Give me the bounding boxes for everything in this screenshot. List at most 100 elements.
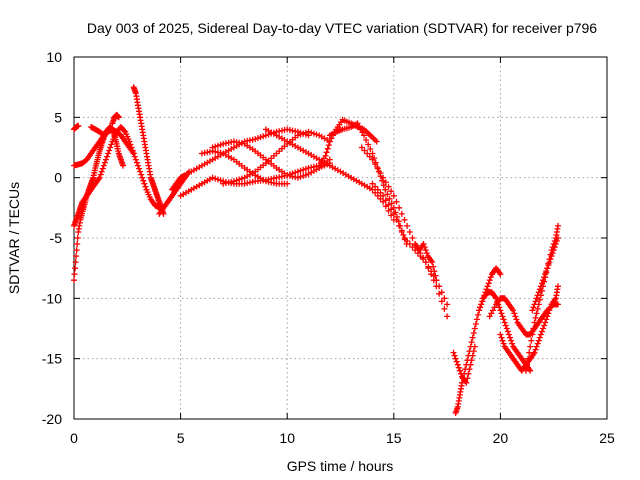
data-point [108,141,115,148]
data-point [547,304,554,311]
data-point [484,283,491,290]
data-point [366,153,373,160]
data-point [533,310,540,317]
data-point [101,159,108,166]
series-arc-3 [71,122,82,133]
data-point [142,183,149,190]
y-tick-label: -15 [42,351,62,367]
data-layer [71,84,561,416]
data-point [420,256,427,263]
data-point [396,204,403,211]
data-point [135,162,141,169]
data-point [523,367,529,374]
data-point [552,241,559,247]
data-point [404,222,411,229]
data-point [555,301,561,308]
data-point [547,256,554,263]
data-point [98,168,105,175]
series-arc-6 [109,111,122,127]
data-point [396,222,403,229]
data-point [305,128,312,135]
chart-title: Day 003 of 2025, Sidereal Day-to-day VTE… [87,20,597,36]
data-point [525,355,532,362]
data-point [502,322,509,329]
series-arc-15 [262,126,397,223]
data-point [74,241,81,247]
y-tick-label: -20 [42,411,62,427]
series-arc-12 [198,148,291,187]
data-point [406,241,413,247]
data-point [546,259,553,266]
data-point [377,170,384,177]
data-point [382,179,389,186]
data-point [532,346,539,353]
data-point [436,283,443,290]
data-point [543,268,550,275]
data-point [130,150,137,157]
data-point [459,379,465,386]
y-tick-label: 0 [54,170,62,186]
series-arc-2 [71,124,163,229]
data-point [485,280,492,287]
data-point [236,176,243,183]
data-point [382,197,389,204]
data-point [530,304,537,311]
data-point [535,337,542,344]
data-point [455,364,462,371]
data-point [507,334,513,341]
data-point [96,174,103,181]
series-arc-20 [412,241,440,284]
data-point [511,310,518,317]
data-point [369,150,376,157]
data-point [71,277,77,284]
y-axis-label: SDTVAR / TECUs [6,182,22,294]
data-point [212,175,219,182]
data-point [438,289,445,296]
data-point [509,340,516,347]
data-point [441,305,448,312]
data-point [284,180,291,187]
data-point [542,319,549,326]
x-tick-label: 10 [279,430,295,446]
data-point [543,316,550,323]
data-point [537,331,544,338]
data-point [542,271,549,278]
data-point [469,334,476,341]
data-point [510,307,517,314]
data-point [398,229,405,235]
data-point [120,162,126,169]
data-point [513,316,520,323]
data-point [326,138,333,145]
data-point [104,153,110,160]
data-point [379,177,386,184]
data-point [534,292,541,299]
data-point [372,189,379,196]
data-point [100,162,107,169]
data-point [540,325,546,332]
x-tick-label: 0 [70,430,78,446]
data-point [497,307,504,314]
data-point [297,173,304,180]
data-point [139,174,146,181]
data-point [463,361,470,368]
data-point [297,167,304,174]
data-point [550,247,557,254]
data-point [388,188,395,195]
data-point [131,153,138,160]
data-point [549,250,556,257]
data-point [385,183,392,190]
data-point [444,313,451,320]
data-point [526,349,533,356]
data-point [527,343,534,350]
data-point [137,168,144,175]
data-point [358,144,365,151]
data-point [461,370,468,377]
data-point [533,295,540,302]
data-point [97,171,104,178]
data-point [500,340,507,347]
data-point [531,349,538,356]
data-point [500,316,507,323]
data-point [420,241,427,247]
data-point [115,114,122,121]
